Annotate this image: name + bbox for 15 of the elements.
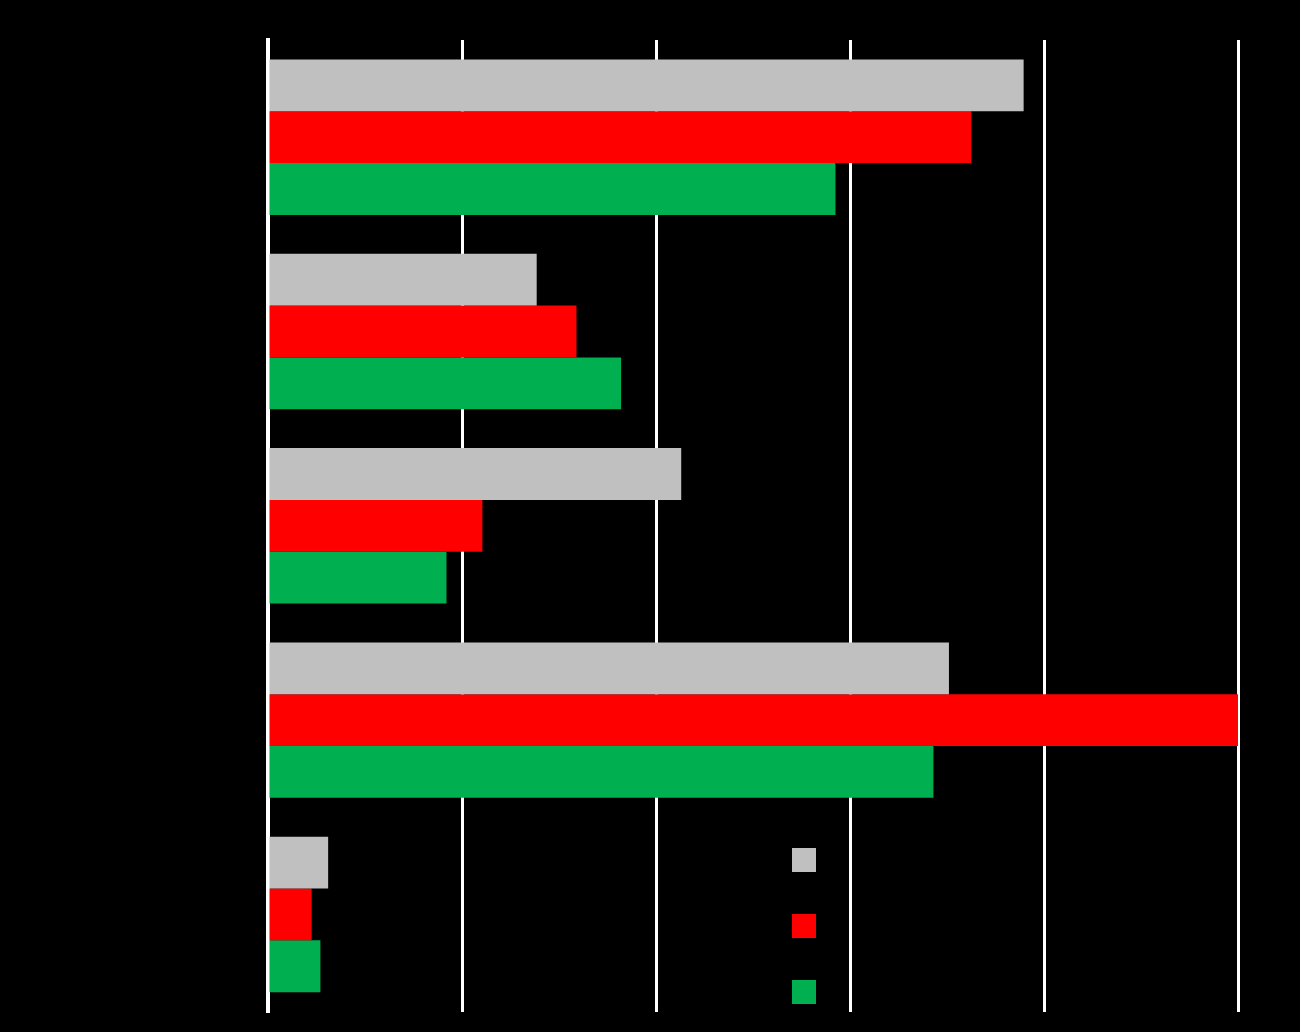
bar [269, 746, 934, 798]
bar [269, 59, 1024, 112]
bar [269, 357, 622, 410]
bar [269, 163, 836, 215]
bar [269, 551, 447, 604]
bar [269, 642, 949, 695]
bar [269, 111, 972, 164]
bar [269, 940, 321, 993]
bar [269, 694, 1238, 747]
bar [269, 305, 577, 358]
bar [269, 448, 682, 500]
bar [269, 836, 329, 889]
bar [269, 253, 537, 306]
bar [269, 888, 312, 941]
bar [269, 499, 483, 552]
